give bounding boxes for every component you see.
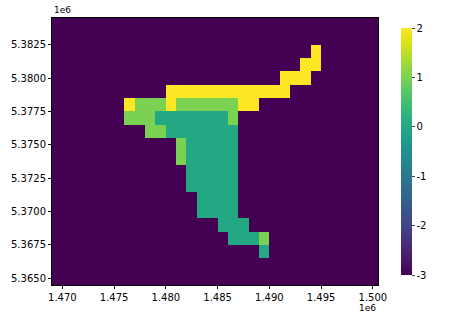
svg-text:5.3650: 5.3650 <box>11 273 46 284</box>
svg-text:5.3750: 5.3750 <box>11 139 46 150</box>
svg-text:5.3725: 5.3725 <box>11 173 46 184</box>
svg-text:1e6: 1e6 <box>54 5 71 15</box>
svg-text:1.485: 1.485 <box>203 292 232 303</box>
svg-text:5.3825: 5.3825 <box>11 39 46 50</box>
svg-text:5.3675: 5.3675 <box>11 239 46 250</box>
svg-text:-2: -2 <box>417 220 427 231</box>
svg-text:1.500: 1.500 <box>359 292 388 303</box>
svg-text:-1: -1 <box>417 171 427 182</box>
svg-text:1.480: 1.480 <box>152 292 181 303</box>
svg-text:1.490: 1.490 <box>255 292 284 303</box>
svg-text:5.3700: 5.3700 <box>11 206 46 217</box>
svg-text:1.495: 1.495 <box>307 292 336 303</box>
svg-text:5.3800: 5.3800 <box>11 73 46 84</box>
svg-text:-3: -3 <box>417 270 427 281</box>
svg-text:2: 2 <box>417 23 423 34</box>
svg-text:1.475: 1.475 <box>100 292 129 303</box>
svg-text:0: 0 <box>417 121 423 132</box>
svg-text:1: 1 <box>417 72 423 83</box>
svg-text:1e6: 1e6 <box>359 303 376 313</box>
svg-text:1.470: 1.470 <box>48 292 77 303</box>
svg-text:5.3775: 5.3775 <box>11 106 46 117</box>
